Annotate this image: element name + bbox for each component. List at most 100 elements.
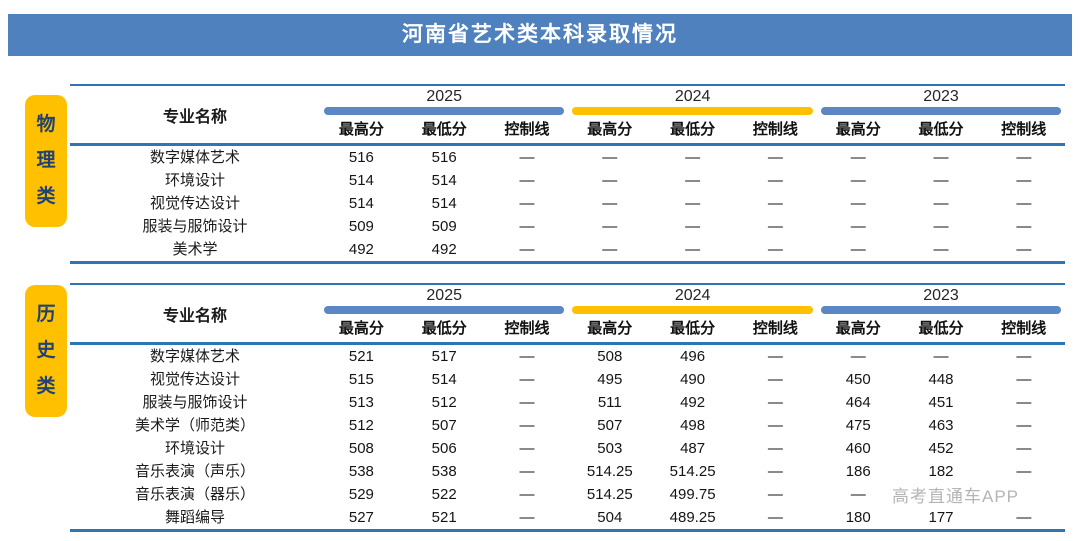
score-cell: — (767, 149, 783, 166)
score-cell: 506 (431, 440, 457, 457)
score-cell: — (1016, 241, 1032, 258)
subheader-control-line: 控制线 (982, 314, 1066, 345)
score-cell: — (933, 172, 949, 189)
score-cell: — (602, 195, 618, 212)
year-label-2023: 2023 (923, 287, 959, 304)
score-cell: — (519, 241, 535, 258)
score-cell: — (1016, 509, 1032, 526)
score-cell: — (1016, 440, 1032, 457)
score-cell: 182 (928, 463, 954, 480)
year-underline-bar-2023 (820, 107, 1062, 115)
score-cell: 464 (845, 394, 871, 411)
score-cell: 177 (928, 509, 954, 526)
score-cell: 511 (597, 394, 622, 411)
table-row: 环境设计 514 514 — — — — — — — (70, 169, 1065, 192)
score-cell: 507 (597, 417, 623, 434)
score-cell: — (602, 149, 618, 166)
category-label-physics: 物理类 (25, 95, 67, 228)
score-cell: — (519, 149, 535, 166)
score-cell: 516 (348, 149, 374, 166)
score-cell: 508 (348, 440, 374, 457)
score-cell: — (933, 348, 949, 365)
subheader-min-score: 最低分 (402, 115, 486, 146)
year-group-2023: 2023 (816, 84, 1066, 115)
subheader-min-score: 最低分 (402, 314, 486, 345)
score-cell: 527 (348, 509, 374, 526)
score-cell: — (850, 195, 866, 212)
score-cell: 517 (431, 348, 457, 365)
subheader-control-line: 控制线 (485, 314, 569, 345)
score-cell: — (767, 417, 783, 434)
subheader-max-score: 最高分 (320, 115, 403, 146)
score-cell: — (767, 463, 783, 480)
score-cell: 450 (845, 371, 871, 388)
major-column-header: 专业名称 (70, 84, 320, 146)
score-cell: 514 (431, 195, 457, 212)
subheader-max-score: 最高分 (816, 314, 900, 345)
subheader-min-score: 最低分 (651, 314, 734, 345)
score-cell: 521 (431, 509, 457, 526)
score-cell: 515 (348, 371, 374, 388)
score-cell: — (519, 417, 535, 434)
history-score-table: 专业名称 2025 2024 2023 最高分 最低分 控制线 最高分 (70, 283, 1066, 532)
subheader-min-score: 最低分 (899, 314, 983, 345)
score-cell: — (933, 195, 949, 212)
score-cell: 508 (597, 348, 623, 365)
score-cell: 186 (845, 463, 871, 480)
score-cell: 509 (431, 218, 457, 235)
score-cell: — (519, 172, 535, 189)
score-cell: 514 (431, 371, 457, 388)
score-cell: 514 (348, 195, 374, 212)
score-cell: 509 (348, 218, 374, 235)
major-name-cell: 数字媒体艺术 (149, 348, 240, 365)
score-cell: 514 (348, 172, 374, 189)
score-cell: 516 (431, 149, 457, 166)
major-name-cell: 服装与服饰设计 (142, 218, 248, 235)
score-cell: — (1016, 348, 1032, 365)
year-underline-bar-2025 (324, 306, 565, 314)
score-cell: — (602, 241, 618, 258)
score-cell: 492 (431, 241, 457, 258)
subheader-control-line: 控制线 (485, 115, 569, 146)
score-cell: — (767, 195, 783, 212)
score-cell: — (767, 218, 783, 235)
score-cell: — (685, 172, 701, 189)
score-cell: — (850, 486, 866, 503)
table-row: 环境设计 508 506 — 503 487 — 460 452 — (70, 437, 1065, 460)
major-name-cell: 视觉传达设计 (149, 195, 240, 212)
score-cell: 529 (348, 486, 374, 503)
score-cell: 538 (431, 463, 457, 480)
score-cell: — (767, 486, 783, 503)
score-cell: 512 (348, 417, 374, 434)
score-cell: — (685, 149, 701, 166)
score-cell: 460 (845, 440, 871, 457)
score-cell: 504 (597, 509, 623, 526)
year-underline-bar-2024 (572, 306, 813, 314)
year-label-2024: 2024 (674, 88, 711, 105)
score-cell: 522 (431, 486, 457, 503)
table-row: 服装与服饰设计 509 509 — — — — — — — (70, 215, 1065, 238)
score-cell: 492 (680, 394, 706, 411)
subheader-control-line: 控制线 (734, 115, 817, 146)
score-cell: — (602, 218, 618, 235)
year-underline-bar-2024 (572, 107, 813, 115)
major-name-cell: 美术学（师范类） (134, 417, 255, 434)
score-cell: 492 (348, 241, 374, 258)
year-underline-bar-2023 (820, 306, 1062, 314)
year-label-2024: 2024 (674, 287, 711, 304)
year-group-2024: 2024 (568, 84, 817, 115)
subheader-control-line: 控制线 (734, 314, 817, 345)
score-cell: 499.75 (669, 486, 716, 503)
table-row: 舞蹈编导 527 521 — 504 489.25 — 180 177 — (70, 506, 1065, 531)
score-cell: — (602, 172, 618, 189)
score-cell: 496 (680, 348, 706, 365)
score-cell: 521 (348, 348, 374, 365)
score-cell: — (767, 348, 783, 365)
score-cell: — (519, 463, 535, 480)
score-cell: — (519, 195, 535, 212)
page-title: 河南省艺术类本科录取情况 (8, 14, 1072, 56)
major-name-cell: 视觉传达设计 (149, 371, 240, 388)
score-cell: — (685, 218, 701, 235)
score-cell: 538 (348, 463, 374, 480)
score-cell: — (519, 486, 535, 503)
